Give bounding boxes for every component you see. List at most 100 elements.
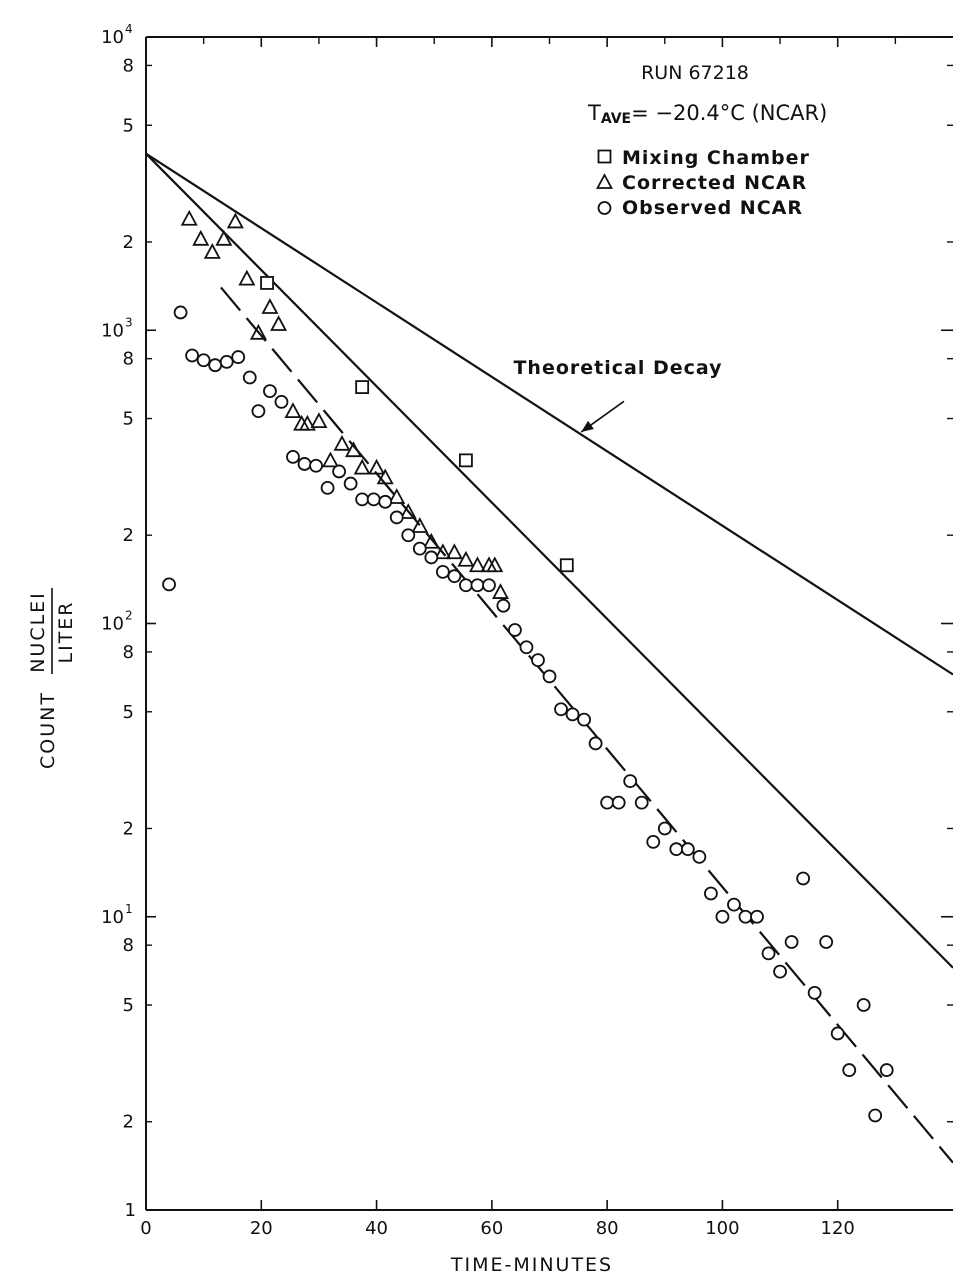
annotation-arrowhead: [581, 420, 594, 432]
observed-ncar-point: [366, 492, 381, 507]
theoretical-decay-line: [145, 152, 953, 676]
y-tick-label: 10: [101, 320, 124, 341]
observed-ncar-point: [692, 849, 707, 864]
observed-ncar-point: [856, 998, 871, 1012]
y-minor-tick-label: 5: [123, 115, 134, 136]
corrected-ncar-point: [238, 269, 256, 286]
legend: Mixing Chamber Corrected NCAR Observed N…: [595, 147, 810, 219]
y-minor-tick-label: 5: [123, 409, 134, 430]
observed-ncar-point: [355, 492, 370, 507]
y-tick-exponent: 4: [125, 22, 133, 36]
observed-ncar-point: [750, 909, 764, 924]
corrected-ncar-point: [270, 315, 288, 331]
observed-ncar-point: [470, 578, 485, 593]
y-minor-tick-label: 2: [123, 525, 134, 546]
observed-ncar-point: [807, 985, 822, 1000]
observed-ncar-point: [542, 669, 557, 684]
y-label-numerator: NUCLEI: [27, 591, 49, 673]
corrected-ncar-point: [203, 243, 221, 259]
y-minor-tick-label: 8: [123, 642, 134, 663]
y-minor-tick-label: 5: [123, 995, 134, 1016]
observed-ncar-point: [669, 842, 684, 857]
y-tick-label: 10: [101, 907, 124, 928]
corrected-ncar-point: [457, 550, 475, 567]
observed-ncar-point: [623, 774, 638, 789]
observed-ncar-point: [309, 458, 323, 473]
data-points: [162, 209, 894, 1123]
corrected-ncar-point: [180, 209, 198, 226]
y-minor-tick-label: 2: [123, 1112, 134, 1133]
observed-ncar-point: [219, 354, 234, 369]
corrected-ncar-point: [249, 323, 267, 340]
observed-ncar-point: [459, 578, 473, 593]
corrected-ncar-point: [434, 543, 452, 560]
corrected-ncar-point: [226, 212, 244, 229]
y-tick-label: 1: [125, 1200, 136, 1221]
corrected-ncar-point: [411, 517, 429, 533]
mixing-chamber-point: [559, 558, 574, 573]
mixing-chamber-point: [260, 276, 274, 290]
observed-ncar-point: [796, 871, 811, 886]
observed-ncar-point: [496, 598, 511, 613]
observed-ncar-point: [297, 457, 312, 471]
chart-title: RUN 67218: [641, 62, 749, 84]
observed-ncar-point: [208, 358, 223, 373]
chart-subtitle: TAVE= −20.4°C (NCAR): [587, 101, 827, 127]
observed-ncar-point: [242, 370, 257, 385]
observed-ncar-point: [320, 481, 335, 495]
subtitle-subscript: AVE: [601, 111, 631, 127]
corrected-ncar-point: [345, 441, 363, 458]
legend-circle-marker: [597, 201, 612, 215]
corrected-ncar-point: [368, 458, 386, 475]
observed-ncar-point: [565, 707, 580, 722]
observed-ncar-point: [634, 795, 649, 810]
corrected-ncar-point: [215, 229, 233, 246]
y-minor-tick-label: 5: [123, 702, 134, 723]
corrected-ncar-point: [445, 543, 463, 560]
corrected-ncar-point: [192, 229, 210, 246]
corrected-ncar-point: [422, 532, 440, 549]
mixing-chamber-point: [355, 380, 370, 394]
y-tick-exponent: 1: [125, 902, 133, 916]
y-tick-label: 10: [101, 27, 124, 48]
observed-ncar-point: [162, 577, 176, 592]
observed-ncar-point: [611, 795, 626, 810]
corrected-ncar-point: [388, 488, 406, 504]
y-minor-tick-label: 2: [123, 232, 134, 253]
observed-ncar-point: [657, 821, 672, 836]
observed-ncar-point: [879, 1063, 894, 1077]
observed-ncar-point: [868, 1108, 883, 1123]
x-axis-label: TIME-MINUTES: [450, 1254, 613, 1276]
y-tick-exponent: 3: [125, 315, 133, 329]
corrected-ncar-point: [486, 556, 504, 573]
observed-ncar-point: [554, 702, 568, 717]
x-tick-label: 120: [821, 1218, 855, 1239]
x-tick-label: 40: [365, 1218, 388, 1239]
observed-ncar-point: [424, 550, 439, 565]
x-tick-label: 80: [596, 1218, 619, 1239]
observed-ncar-point: [435, 564, 450, 579]
observed-ncar-point: [784, 935, 799, 949]
observed-ncar-point: [196, 353, 211, 368]
subtitle-prefix: T: [587, 101, 601, 125]
y-label-prefix: COUNT: [37, 691, 59, 769]
observed-ncar-point: [251, 404, 266, 419]
observed-ncar-point: [600, 795, 615, 810]
observed-ncar-point: [378, 494, 393, 509]
legend-label-observed-ncar: Observed NCAR: [622, 197, 803, 219]
observed-ncar-point: [508, 623, 522, 637]
observed-ncar-point: [715, 909, 730, 924]
observed-ncar-point: [819, 935, 834, 949]
observed-ncar-point: [531, 653, 545, 668]
observed-ncar-point: [263, 384, 277, 399]
mixing-chamber-point: [459, 453, 473, 468]
y-minor-tick-label: 8: [123, 349, 134, 370]
legend-square-marker: [597, 149, 612, 164]
observed-ncar-point: [286, 449, 300, 464]
observed-ncar-point: [761, 946, 776, 961]
observed-ncar-point: [646, 834, 661, 849]
legend-triangle-marker: [595, 173, 614, 189]
legend-label-mixing-chamber: Mixing Chamber: [622, 147, 810, 169]
